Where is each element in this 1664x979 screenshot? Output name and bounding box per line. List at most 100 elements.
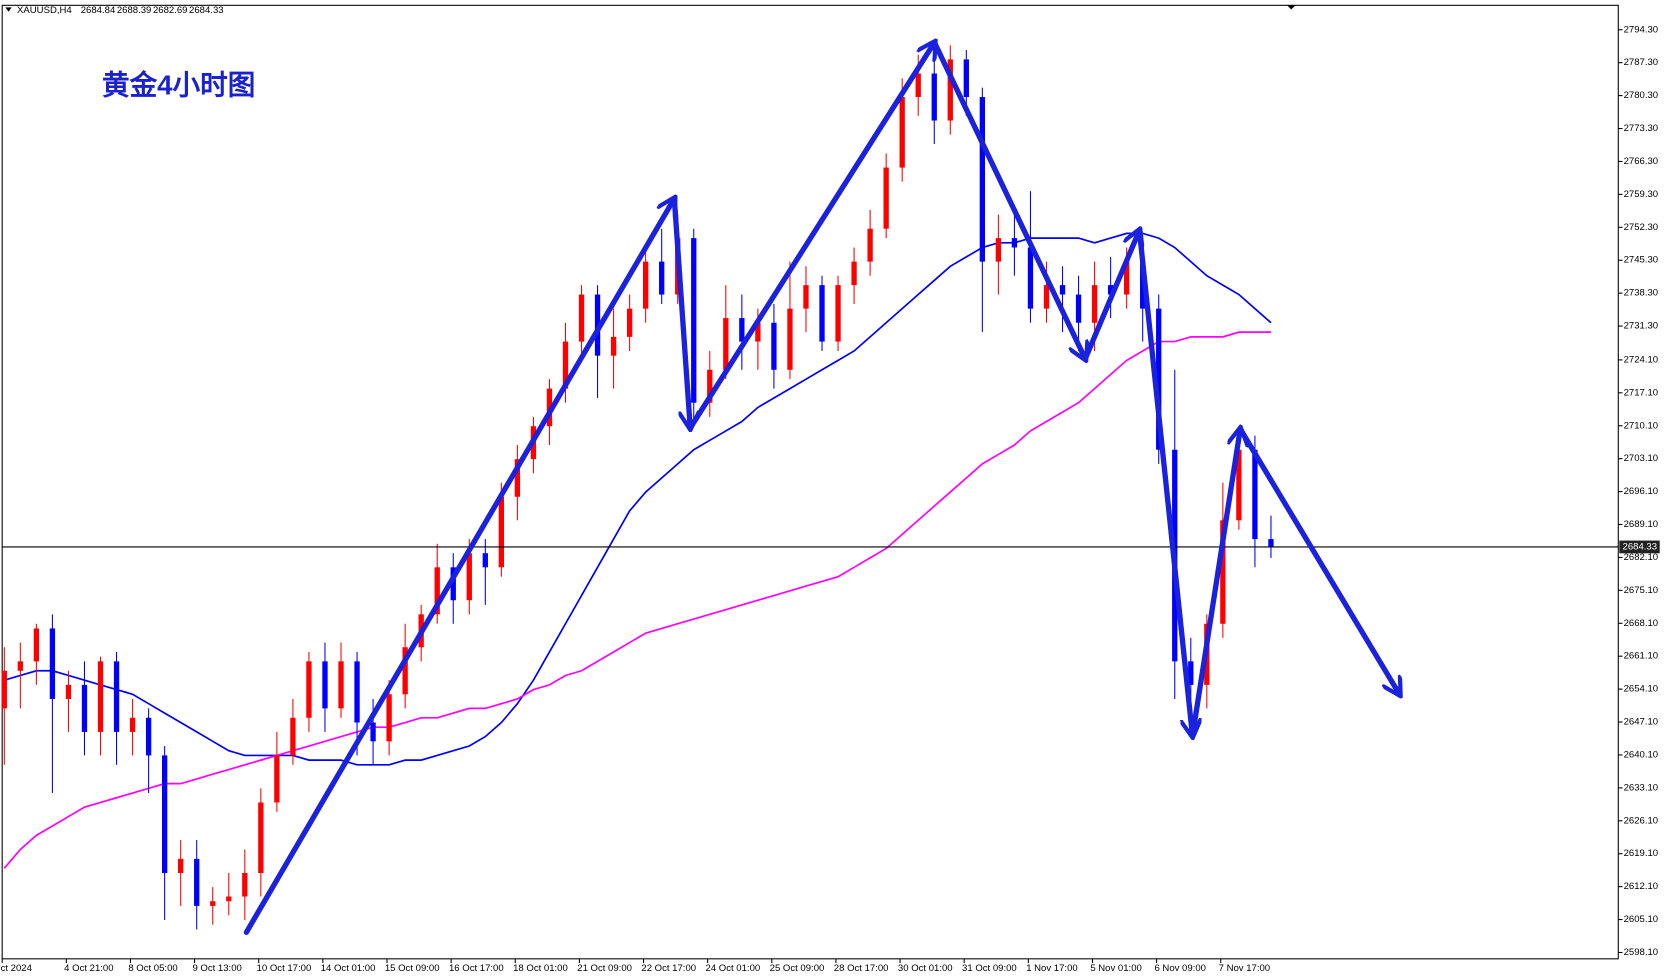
y-tick-label: 2731.30 bbox=[1624, 321, 1659, 332]
x-tick-label: 9 Oct 13:00 bbox=[192, 963, 241, 974]
candle-body bbox=[258, 802, 264, 873]
candle-body bbox=[97, 661, 104, 732]
candle-body bbox=[787, 308, 793, 370]
candle-body bbox=[49, 628, 56, 699]
candle-body bbox=[1156, 308, 1162, 450]
candle-body bbox=[1220, 520, 1226, 624]
y-tick-label: 2766.30 bbox=[1624, 156, 1659, 167]
candle-body bbox=[931, 73, 937, 121]
candle-body bbox=[883, 167, 889, 229]
y-tick-label: 2738.30 bbox=[1624, 288, 1659, 299]
candle-body bbox=[65, 684, 72, 699]
trend-arrow bbox=[1136, 227, 1192, 735]
candle-body bbox=[242, 872, 248, 897]
candle-body bbox=[354, 661, 360, 723]
x-tick-label: 3 Oct 2024 bbox=[0, 963, 33, 974]
last-price-label: 2684.33 bbox=[1623, 541, 1658, 552]
candle-body bbox=[1236, 449, 1242, 521]
candle-body bbox=[145, 717, 152, 756]
trend-arrow bbox=[931, 39, 1085, 358]
menu-triangle bbox=[5, 7, 12, 12]
candle-body bbox=[194, 858, 200, 906]
trend-arrow bbox=[243, 199, 674, 935]
candle-body bbox=[915, 73, 921, 98]
y-tick-label: 2794.30 bbox=[1624, 24, 1659, 35]
candle-body bbox=[755, 322, 761, 342]
y-tick-label: 2773.30 bbox=[1624, 123, 1659, 134]
candle-body bbox=[386, 694, 392, 742]
candle-body bbox=[867, 228, 873, 262]
x-tick-label: 4 Oct 21:00 bbox=[64, 963, 113, 974]
candle-body bbox=[723, 318, 729, 370]
moving-average bbox=[3, 331, 1271, 869]
y-tick-label: 2696.10 bbox=[1624, 486, 1659, 497]
x-tick-label: 24 Oct 01:00 bbox=[706, 963, 761, 974]
candle-body bbox=[1124, 261, 1130, 295]
candle-body bbox=[402, 647, 408, 695]
y-tick-label: 2647.10 bbox=[1624, 717, 1659, 728]
candle-body bbox=[578, 294, 585, 342]
y-tick-label: 2724.10 bbox=[1624, 354, 1659, 365]
candle-body bbox=[1027, 247, 1034, 309]
x-tick-label: 1 Nov 17:00 bbox=[1026, 963, 1077, 974]
candle-body bbox=[338, 661, 344, 709]
candle-body bbox=[899, 97, 905, 168]
candle-body bbox=[161, 755, 168, 873]
y-tick-label: 2605.10 bbox=[1624, 914, 1659, 925]
x-tick-label: 18 Oct 01:00 bbox=[513, 963, 568, 974]
candle-body bbox=[434, 567, 440, 615]
x-tick-label: 15 Oct 09:00 bbox=[385, 963, 440, 974]
y-tick-label: 2619.10 bbox=[1624, 848, 1659, 859]
candle-body bbox=[1011, 238, 1018, 248]
y-tick-label: 2682.10 bbox=[1624, 552, 1659, 563]
candle-body bbox=[498, 496, 505, 568]
candle-body bbox=[306, 661, 312, 718]
candle-body bbox=[113, 661, 120, 732]
candle-body bbox=[642, 261, 649, 309]
y-tick-label: 2598.10 bbox=[1624, 947, 1659, 958]
candle-body bbox=[1043, 285, 1050, 309]
y-tick-label: 2780.30 bbox=[1624, 90, 1659, 101]
candle-body bbox=[771, 322, 777, 370]
y-tick-label: 2752.30 bbox=[1624, 222, 1659, 233]
moving-average bbox=[4, 232, 1272, 766]
candle-body bbox=[226, 896, 232, 902]
plot-frame bbox=[1, 4, 1619, 960]
candle-body bbox=[210, 901, 216, 906]
x-tick-label: 21 Oct 09:00 bbox=[577, 963, 632, 974]
candle-body bbox=[81, 684, 88, 732]
x-tick-label: 14 Oct 01:00 bbox=[321, 963, 376, 974]
x-tick-label: 10 Oct 17:00 bbox=[257, 963, 312, 974]
candle-body bbox=[1091, 285, 1098, 323]
candle-body bbox=[610, 336, 617, 356]
candle-body bbox=[1252, 449, 1258, 540]
y-tick-label: 2612.10 bbox=[1624, 881, 1659, 892]
candle-body bbox=[562, 341, 569, 389]
candle-body bbox=[1268, 539, 1274, 547]
candle-body bbox=[1059, 285, 1066, 295]
trend-arrow bbox=[1082, 230, 1139, 362]
candle-body bbox=[626, 308, 633, 337]
candle-body bbox=[851, 261, 857, 286]
candle-body bbox=[178, 858, 184, 873]
candle-body bbox=[691, 238, 697, 403]
y-tick-label: 2640.10 bbox=[1624, 749, 1659, 760]
header-high: 2688.39 bbox=[117, 5, 152, 16]
y-tick-label: 2626.10 bbox=[1624, 815, 1659, 826]
y-tick-label: 2675.10 bbox=[1624, 585, 1659, 596]
candle-body bbox=[659, 261, 665, 295]
y-tick-label: 2710.10 bbox=[1624, 420, 1659, 431]
y-tick-label: 2689.10 bbox=[1624, 519, 1659, 530]
y-tick-label: 2717.10 bbox=[1624, 387, 1659, 398]
candle-body bbox=[1075, 294, 1082, 323]
candle-body bbox=[17, 661, 23, 671]
y-tick-label: 2759.30 bbox=[1624, 189, 1659, 200]
candle-body bbox=[803, 285, 809, 309]
candle-body bbox=[514, 459, 521, 497]
candle-body bbox=[979, 97, 986, 262]
y-tick-label: 2787.30 bbox=[1624, 57, 1659, 68]
x-tick-label: 8 Oct 05:00 bbox=[128, 963, 177, 974]
header-close: 2684.33 bbox=[189, 5, 224, 16]
